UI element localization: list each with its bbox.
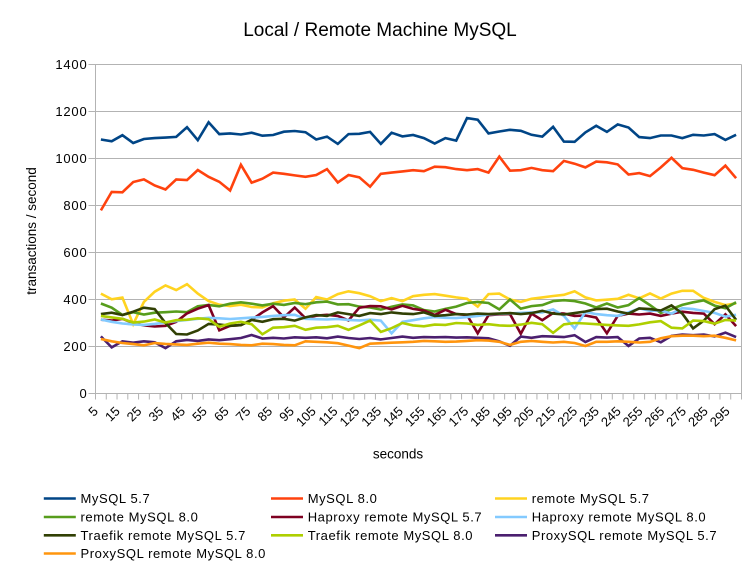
svg-text:200: 200 xyxy=(63,339,87,354)
svg-text:Traefik remote MySQL 5.7: Traefik remote MySQL 5.7 xyxy=(81,528,246,543)
svg-text:ProxySQL remote MySQL 5.7: ProxySQL remote MySQL 5.7 xyxy=(532,528,718,543)
svg-text:1200: 1200 xyxy=(55,104,87,119)
svg-text:Haproxy remote MySQL 8.0: Haproxy remote MySQL 8.0 xyxy=(532,510,707,525)
svg-text:400: 400 xyxy=(63,292,87,307)
svg-text:Local / Remote Machine MySQL: Local / Remote Machine MySQL xyxy=(243,20,517,41)
svg-text:600: 600 xyxy=(63,245,87,260)
svg-text:1400: 1400 xyxy=(55,57,87,72)
svg-text:0: 0 xyxy=(79,386,87,401)
svg-text:Haproxy remote MySQL 5.7: Haproxy remote MySQL 5.7 xyxy=(308,510,483,525)
svg-text:transactions / second: transactions / second xyxy=(24,167,39,295)
svg-text:remote MySQL 5.7: remote MySQL 5.7 xyxy=(532,491,650,506)
svg-text:seconds: seconds xyxy=(373,447,424,462)
svg-text:800: 800 xyxy=(63,198,87,213)
svg-text:ProxySQL remote MySQL 8.0: ProxySQL remote MySQL 8.0 xyxy=(81,546,267,561)
svg-text:Traefik remote MySQL 8.0: Traefik remote MySQL 8.0 xyxy=(308,528,473,543)
svg-text:remote MySQL 8.0: remote MySQL 8.0 xyxy=(81,510,199,525)
svg-text:MySQL 8.0: MySQL 8.0 xyxy=(308,491,378,506)
svg-text:1000: 1000 xyxy=(55,151,87,166)
svg-text:MySQL 5.7: MySQL 5.7 xyxy=(81,491,151,506)
